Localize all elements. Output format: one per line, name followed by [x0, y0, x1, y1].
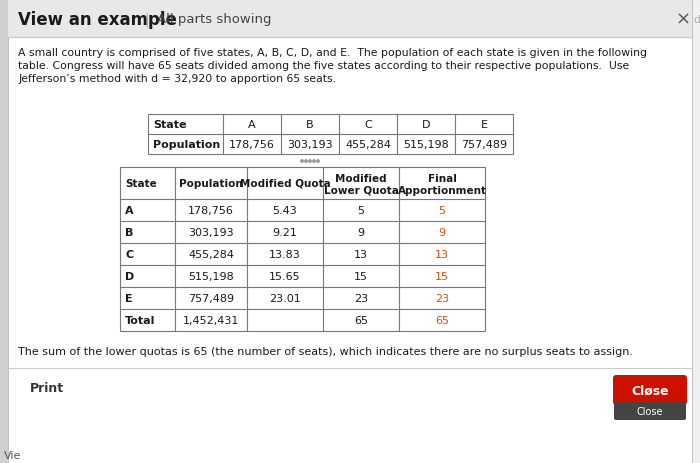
Text: Population: Population	[153, 140, 220, 150]
Text: 757,489: 757,489	[461, 140, 507, 150]
Circle shape	[317, 161, 319, 163]
Text: The sum of the lower quotas is 65 (the number of seats), which indicates there a: The sum of the lower quotas is 65 (the n…	[18, 346, 633, 356]
Text: Total: Total	[125, 315, 155, 325]
Text: 23: 23	[435, 294, 449, 303]
Text: 13.83: 13.83	[269, 250, 301, 259]
Text: 9: 9	[358, 227, 365, 238]
Text: 65: 65	[435, 315, 449, 325]
Text: Jefferson’s method with d = 32,920 to apportion 65 seats.: Jefferson’s method with d = 32,920 to ap…	[18, 74, 336, 84]
Text: Modified Quota: Modified Quota	[239, 179, 330, 188]
Text: d: d	[694, 15, 700, 25]
Text: 5: 5	[438, 206, 445, 216]
Text: A small country is comprised of five states, A, B, C, D, and E.  The population : A small country is comprised of five sta…	[18, 48, 647, 58]
Text: Print: Print	[30, 382, 64, 394]
Text: A: A	[125, 206, 134, 216]
Text: State: State	[153, 120, 186, 130]
Bar	[0, 0, 8, 463]
Text: 15.65: 15.65	[270, 271, 301, 282]
Text: View an example: View an example	[18, 11, 177, 29]
Text: 13: 13	[354, 250, 368, 259]
Bar	[120, 168, 485, 332]
Text: B: B	[306, 120, 314, 130]
Text: 23.01: 23.01	[269, 294, 301, 303]
Text: E: E	[480, 120, 487, 130]
Text: 5: 5	[358, 206, 365, 216]
Text: 178,756: 178,756	[229, 140, 275, 150]
Text: 15: 15	[354, 271, 368, 282]
Text: C: C	[125, 250, 133, 259]
Text: 13: 13	[435, 250, 449, 259]
Text: Close: Close	[637, 406, 664, 416]
Text: 15: 15	[435, 271, 449, 282]
Text: 303,193: 303,193	[188, 227, 234, 238]
Text: ×: ×	[676, 11, 691, 29]
Text: 23: 23	[354, 294, 368, 303]
FancyBboxPatch shape	[613, 375, 687, 405]
Text: D: D	[421, 120, 430, 130]
Text: All parts showing: All parts showing	[157, 13, 272, 26]
Text: 303,193: 303,193	[287, 140, 332, 150]
Circle shape	[301, 161, 303, 163]
Text: 65: 65	[354, 315, 368, 325]
Text: |: |	[145, 13, 149, 27]
Text: D: D	[125, 271, 134, 282]
Text: 455,284: 455,284	[188, 250, 234, 259]
Text: Modified: Modified	[335, 174, 387, 184]
Text: Cløse: Cløse	[631, 384, 668, 397]
Text: 5.43: 5.43	[272, 206, 298, 216]
Text: E: E	[125, 294, 132, 303]
Circle shape	[309, 161, 312, 163]
Text: State: State	[125, 179, 157, 188]
Text: Vie: Vie	[4, 450, 22, 460]
Text: B: B	[125, 227, 134, 238]
Text: 515,198: 515,198	[188, 271, 234, 282]
Text: 178,756: 178,756	[188, 206, 234, 216]
Bar	[148, 115, 513, 155]
Text: 9: 9	[438, 227, 446, 238]
Text: 455,284: 455,284	[345, 140, 391, 150]
Text: Population: Population	[179, 179, 243, 188]
Text: 9.21: 9.21	[272, 227, 298, 238]
Text: 515,198: 515,198	[403, 140, 449, 150]
Text: Apportionment: Apportionment	[398, 186, 486, 195]
Text: A: A	[248, 120, 256, 130]
Text: Lower Quota: Lower Quota	[323, 186, 398, 195]
Text: 757,489: 757,489	[188, 294, 234, 303]
Circle shape	[304, 161, 307, 163]
Circle shape	[313, 161, 315, 163]
Bar	[8, 0, 692, 38]
Text: Final: Final	[428, 174, 456, 184]
Text: 1,452,431: 1,452,431	[183, 315, 239, 325]
Text: C: C	[364, 120, 372, 130]
FancyBboxPatch shape	[614, 402, 686, 420]
Text: table. Congress will have 65 seats divided among the five states according to th: table. Congress will have 65 seats divid…	[18, 61, 629, 71]
